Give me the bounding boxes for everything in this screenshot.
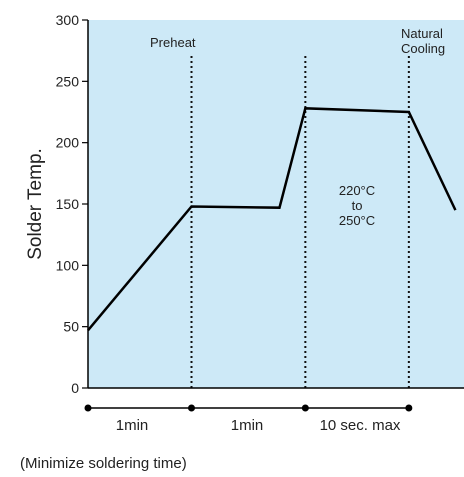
preheat-label: Preheat [150,35,196,50]
plot-area [88,20,464,388]
y-tick-label: 0 [71,380,79,396]
time-segment-label-1: 1min [116,417,149,434]
natural-cooling-label-line1: Natural [401,26,443,41]
y-axis-label: Solder Temp. [25,148,46,260]
y-tick-label: 150 [56,196,80,212]
y-tick-label: 200 [56,135,80,151]
peak-range-label-line1: 220°C [339,183,375,198]
y-tick-label: 100 [56,257,80,273]
peak-range-label-line3: 250°C [339,213,375,228]
y-tick-label: 50 [63,319,79,335]
y-tick-label: 250 [56,73,80,89]
time-segment-label-3: 10 sec. max [320,417,401,434]
time-segment-node [301,404,309,412]
time-segment-axis [84,404,413,412]
time-segment-node [405,404,413,412]
time-segment-label-2: 1min [231,417,264,434]
note-text: (Minimize soldering time) [20,455,187,472]
temperature-profile-line [87,107,457,332]
y-tick-label: 300 [56,12,80,28]
peak-range-label-line2: to [352,198,363,213]
time-segment-node [188,404,195,412]
time-segment-node [84,404,92,412]
natural-cooling-label-line2: Cooling [401,41,445,56]
